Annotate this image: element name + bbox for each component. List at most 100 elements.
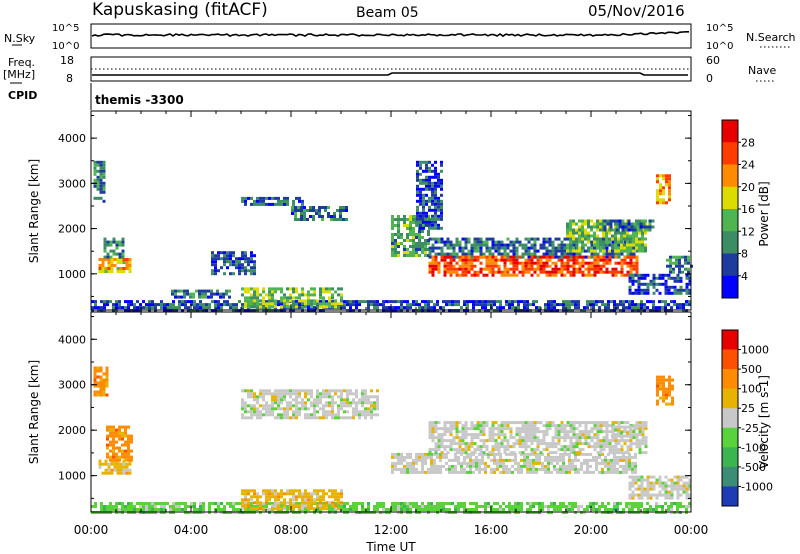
power-region-2 — [103, 237, 125, 259]
vel-region-10 — [656, 375, 674, 406]
power-region-16 — [666, 255, 693, 274]
time-tick-label: 00:00 — [74, 523, 109, 537]
power-region-17 — [656, 174, 671, 205]
power-colorbar-swatch — [722, 142, 738, 165]
nsky-left-tick-top: 10^5 — [52, 23, 79, 34]
power-region-9 — [391, 215, 430, 257]
velocity-frame — [90, 311, 692, 513]
power-region-10 — [416, 160, 443, 230]
cpid-value: themis -3300 — [95, 93, 184, 107]
vel-region-7 — [428, 421, 648, 455]
power-region-0 — [93, 160, 106, 203]
freq-label-1: Freq. — [8, 56, 35, 69]
vel-colorbar-swatch — [722, 369, 738, 389]
power-region-6 — [241, 287, 343, 309]
power-ylabel: Slant Range [km] — [27, 159, 41, 263]
vel-colorbar-tick: -25 — [741, 422, 759, 435]
station-title: Kapuskasing (fitACF) — [92, 0, 268, 20]
power-region-8 — [291, 206, 348, 221]
vel-colorbar-swatch — [722, 330, 738, 350]
nsky-right-tick-top: 10^5 — [706, 23, 733, 34]
vel-region-9 — [628, 475, 692, 500]
beam-title: Beam 05 — [356, 5, 419, 21]
nsky-right-tick-bottom: 10^0 — [706, 41, 733, 52]
freq-right-tick-bottom: 0 — [706, 72, 713, 85]
vel-colorbar-tick: -1000 — [741, 480, 773, 493]
cpid-label: CPID — [8, 89, 37, 102]
vel-colorbar-swatch — [722, 408, 738, 429]
freq-right-tick-top: 60 — [706, 54, 720, 67]
time-axis-ticks: 00:00 04:00 08:00 12:00 16:00 20:00 00:00 — [74, 523, 709, 537]
freq-strip: Freq. [MHz] 18 8 60 0 Nave — [3, 54, 776, 85]
time-tick-label: 00:00 — [674, 523, 709, 537]
time-axis-label: Time UT — [365, 540, 416, 554]
power-region-7 — [241, 196, 304, 206]
power-data-layer — [91, 160, 693, 313]
power-colorbar-tick: 20 — [741, 181, 755, 194]
power-ytick-label: 4000 — [58, 132, 86, 145]
power-colorbar-tick: 8 — [741, 248, 748, 261]
date-title: 05/Nov/2016 — [588, 2, 685, 20]
vel-colorbar-tick: -500 — [741, 461, 766, 474]
vel-colorbar-swatch — [722, 349, 738, 370]
freq-left-tick-bottom: 8 — [66, 72, 73, 85]
vel-ytick-label: 3000 — [58, 379, 86, 392]
power-colorbar-swatch — [722, 120, 738, 143]
power-frame — [90, 110, 692, 311]
vel-ytick-label: 4000 — [58, 333, 86, 346]
power-colorbar-swatch — [722, 253, 738, 277]
power-ytick-label: 1000 — [58, 268, 86, 281]
velocity-colorbar-label: Velocity [m s-1] — [757, 375, 771, 469]
power-ytick-label: 2000 — [58, 223, 86, 236]
freq-label-2: [MHz] — [3, 68, 35, 81]
vel-colorbar-swatch — [722, 427, 738, 448]
power-colorbar-swatch — [722, 275, 738, 299]
vel-colorbar-tick: 1000 — [741, 344, 769, 357]
vel-region-1 — [98, 459, 132, 475]
nsky-trace — [91, 30, 689, 38]
nsky-left-tick-bottom: 10^0 — [52, 41, 79, 52]
vel-colorbar-tick: 500 — [741, 363, 762, 376]
velocity-axis: 4000 3000 2000 1000 — [58, 312, 692, 512]
velocity-colorbar: 1000 500 100 25 -25 -100 -500 -1000 — [721, 329, 773, 507]
vel-region-8 — [611, 425, 632, 438]
time-tick-label: 20:00 — [574, 523, 609, 537]
time-tick-label: 12:00 — [374, 523, 409, 537]
power-region-15 — [628, 273, 692, 295]
vel-region-0 — [93, 366, 109, 397]
velocity-panel: 4000 3000 2000 1000 Slant Range [km] 1000 50… — [27, 311, 773, 554]
time-tick-label: 04:00 — [174, 523, 209, 537]
power-ytick-label: 3000 — [58, 177, 86, 190]
vel-ytick-label: 1000 — [58, 470, 86, 483]
power-region-5 — [211, 251, 256, 276]
time-tick-label: 16:00 — [474, 523, 509, 537]
power-region-1 — [98, 258, 132, 273]
vel-colorbar-tick: -100 — [741, 441, 766, 454]
power-colorbar-swatch — [722, 231, 738, 254]
power-colorbar-tick: 16 — [741, 203, 755, 216]
power-region-4 — [171, 289, 231, 299]
vel-colorbar-tick: 100 — [741, 383, 762, 396]
power-colorbar-label: Power [dB] — [757, 181, 771, 246]
freq-left-tick-top: 18 — [60, 54, 74, 67]
power-colorbar-tick: 28 — [741, 136, 755, 149]
nsky-label: N.Sky — [4, 32, 36, 45]
nave-label: Nave — [748, 64, 776, 77]
nsky-strip: N.Sky 10^5 10^0 10^5 10^0 N.Search — [4, 23, 796, 52]
power-axis: 4000 3000 2000 1000 — [58, 111, 692, 310]
power-colorbar-swatch — [722, 209, 738, 232]
velocity-data-layer — [91, 366, 692, 514]
vel-colorbar-swatch — [722, 388, 738, 409]
power-colorbar-swatch — [722, 186, 738, 210]
velocity-ylabel: Slant Range [km] — [27, 360, 41, 464]
vel-colorbar-tick: 25 — [741, 402, 755, 415]
vel-colorbar-swatch — [722, 486, 738, 507]
vel-colorbar-swatch — [722, 466, 738, 487]
power-colorbar-tick: 24 — [741, 159, 755, 172]
power-region-12 — [428, 255, 639, 277]
time-tick-label: 08:00 — [274, 523, 309, 537]
power-region-14 — [603, 219, 655, 232]
nsky-frame — [90, 23, 692, 49]
power-colorbar-tick: 12 — [741, 225, 755, 238]
